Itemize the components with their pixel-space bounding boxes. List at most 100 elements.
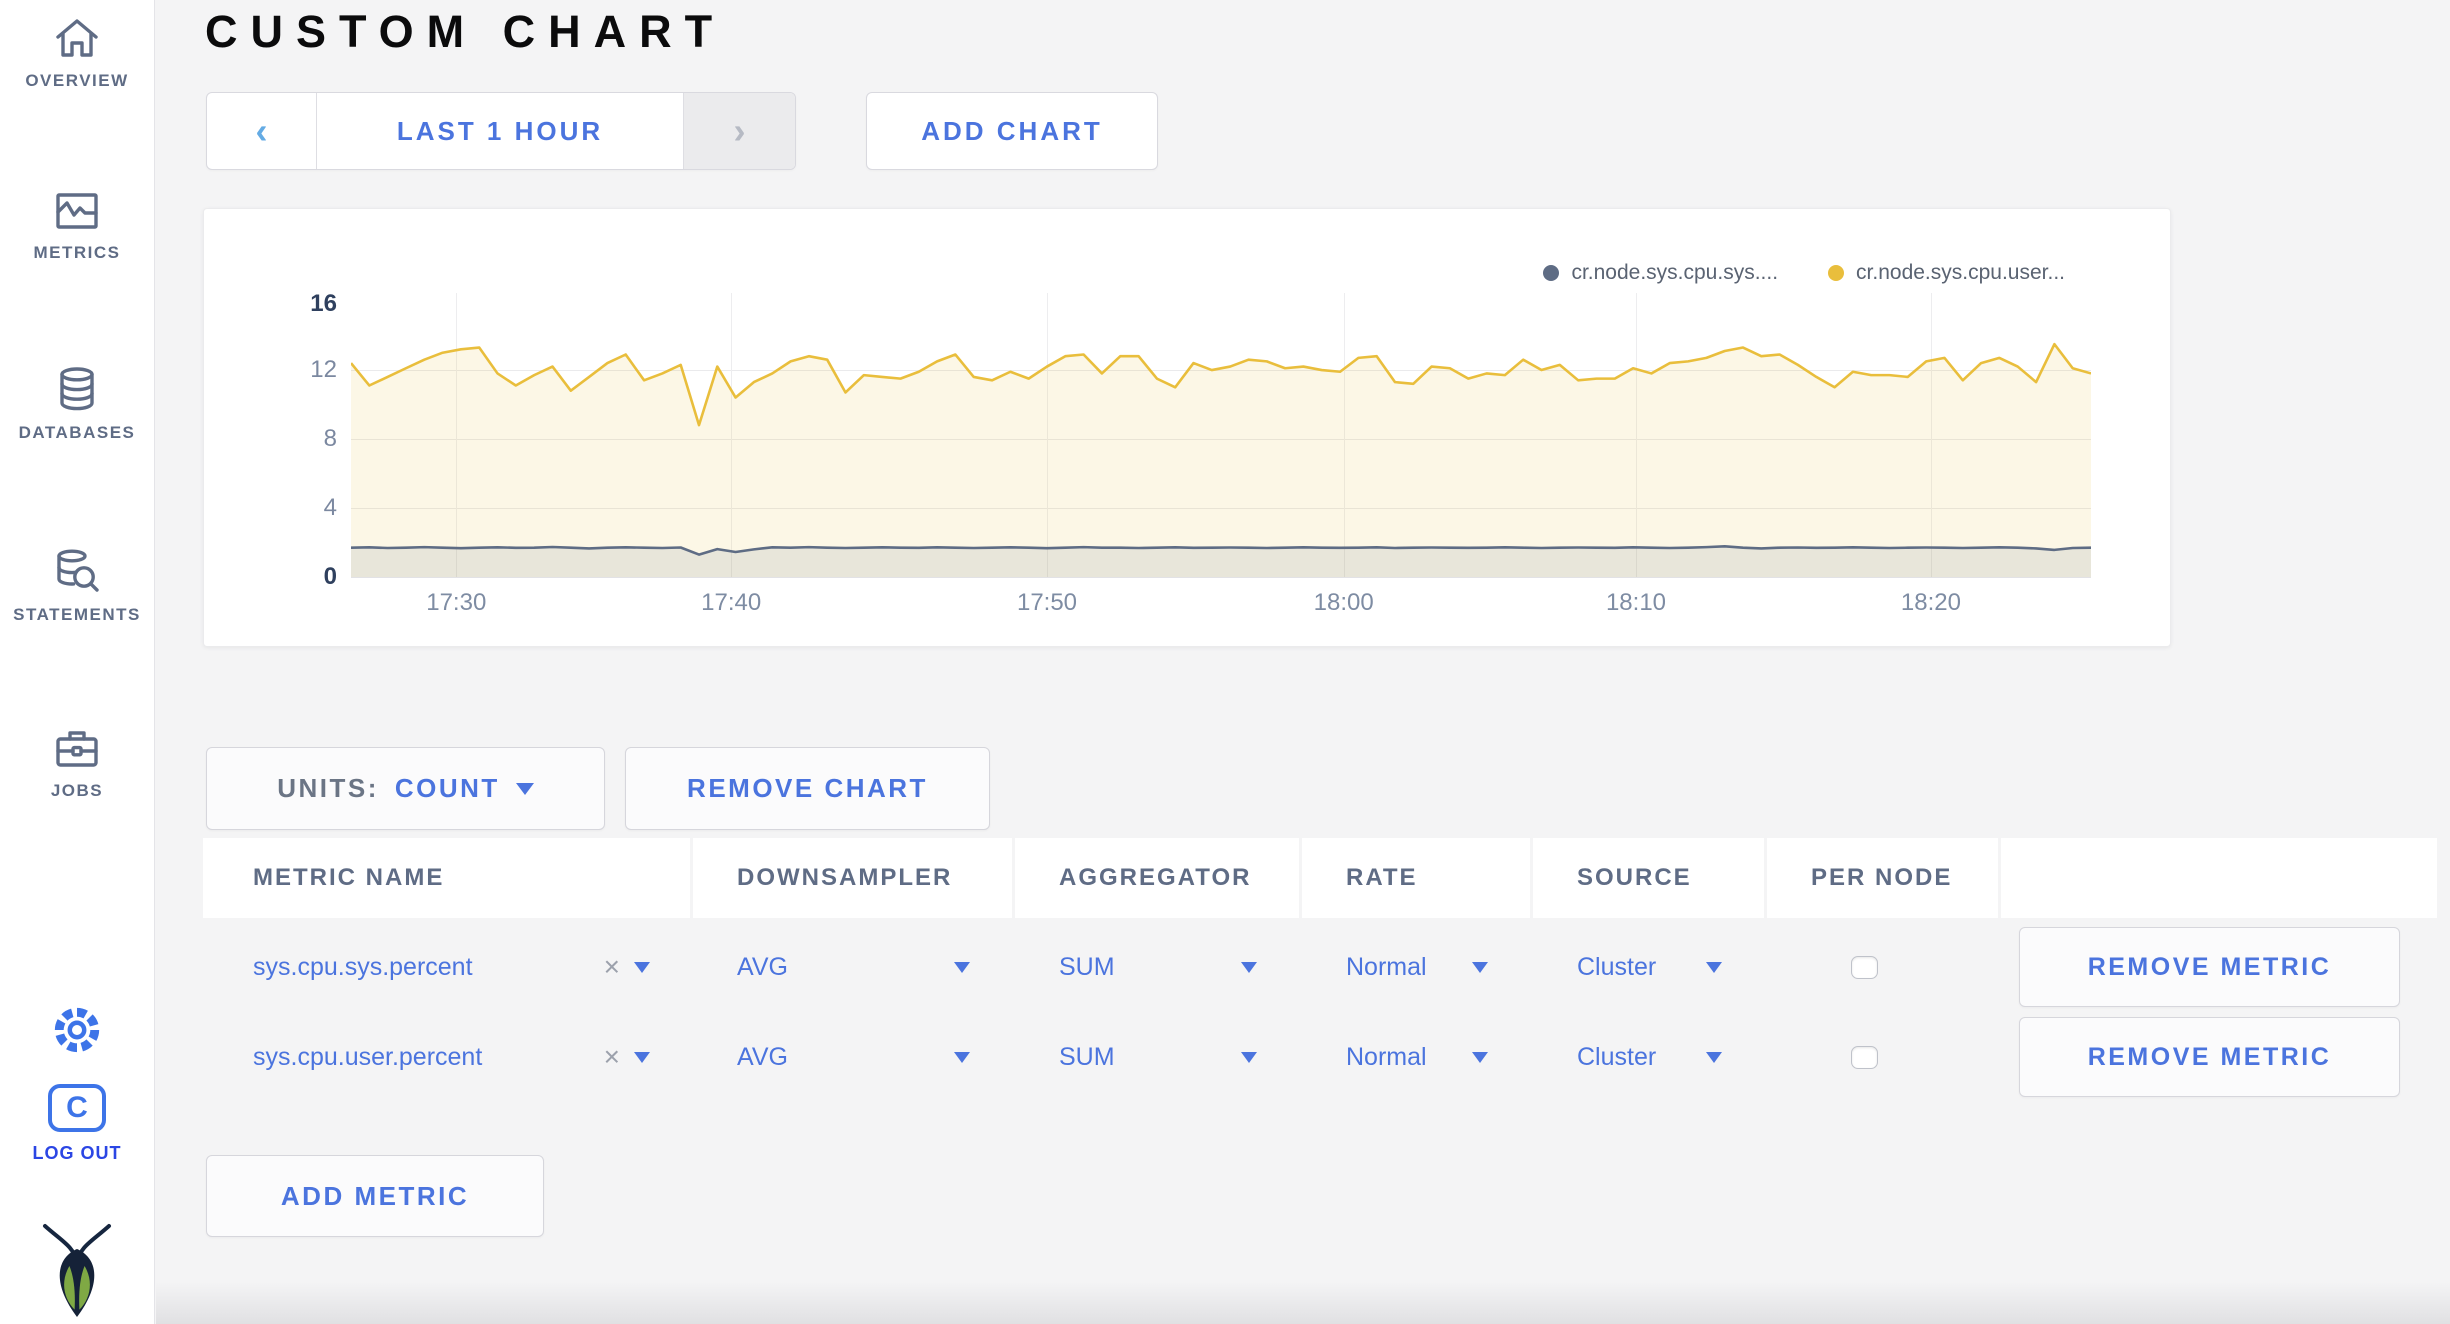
add-metric-button[interactable]: ADD METRIC <box>206 1155 544 1237</box>
cockroach-c-letter: C <box>66 1091 88 1124</box>
time-range-value[interactable]: LAST 1 HOUR <box>396 115 604 146</box>
per-node-cell <box>1767 955 1998 979</box>
table-row: sys.cpu.user.percent × AVG SUM Normal Cl… <box>203 1012 2437 1102</box>
chevron-down-icon <box>1472 1051 1488 1063</box>
x-axis-tick: 18:00 <box>1313 589 1374 616</box>
per-node-checkbox[interactable] <box>1851 1045 1878 1069</box>
sidebar-item-label: STATEMENTS <box>13 605 141 624</box>
database-icon <box>56 366 98 412</box>
downsampler-select[interactable]: AVG <box>693 1043 1012 1072</box>
time-range-prev-button[interactable]: ‹ <box>207 93 317 169</box>
clear-metric-icon[interactable]: × <box>603 1041 620 1072</box>
logout-label: LOG OUT <box>32 1143 122 1163</box>
statements-search-icon <box>53 548 101 594</box>
remove-metric-button[interactable]: REMOVE METRIC <box>2019 927 2400 1007</box>
time-series-plot[interactable]: 16 12 8 4 0 17:30 17:40 17:50 18:00 18:10 18:… <box>310 290 2091 616</box>
chevron-right-icon: › <box>733 110 746 151</box>
downsampler-value: AVG <box>737 1042 788 1071</box>
sidebar: OVERVIEW METRICS DATABASES <box>0 0 155 1324</box>
sidebar-item-overview[interactable]: OVERVIEW <box>0 16 154 91</box>
gridline <box>351 370 2091 371</box>
chevron-down-icon[interactable] <box>634 1051 650 1063</box>
logout-button[interactable]: C LOG OUT <box>0 1084 154 1164</box>
chevron-down-icon <box>515 782 534 795</box>
sidebar-item-label: DATABASES <box>18 423 136 442</box>
row-actions: REMOVE METRIC <box>2001 927 2437 1007</box>
y-axis-tick: 0 <box>323 563 337 590</box>
y-axis-tick: 12 <box>310 356 337 383</box>
column-header: METRIC NAME <box>203 838 690 918</box>
add-chart-button[interactable]: ADD CHART <box>866 92 1158 170</box>
chart-panel: cr.node.sys.cpu.sys.... cr.node.sys.cpu.… <box>203 208 2171 647</box>
downsampler-select[interactable]: AVG <box>693 953 1012 982</box>
chart-legend: cr.node.sys.cpu.sys.... cr.node.sys.cpu.… <box>1543 261 2065 285</box>
aggregator-select[interactable]: SUM <box>1015 953 1299 982</box>
sidebar-item-statements[interactable]: STATEMENTS <box>0 548 154 625</box>
chevron-down-icon <box>1241 1051 1257 1063</box>
legend-item[interactable]: cr.node.sys.cpu.sys.... <box>1543 261 1778 285</box>
cockroach-c-icon: C <box>48 1084 106 1132</box>
rate-value: Normal <box>1346 1042 1427 1071</box>
gridline <box>456 293 458 577</box>
rate-value: Normal <box>1346 952 1427 981</box>
sidebar-item-label: JOBS <box>50 781 104 800</box>
clear-metric-icon[interactable]: × <box>603 951 620 982</box>
units-dropdown[interactable]: UNITS: COUNT <box>206 747 605 830</box>
downsampler-value: AVG <box>737 952 788 981</box>
column-header: SOURCE <box>1533 838 1764 918</box>
metrics-chart-icon <box>53 190 101 232</box>
cockroach-bug-icon <box>39 1222 115 1320</box>
chevron-left-icon: ‹ <box>255 110 268 151</box>
source-value: Cluster <box>1577 1042 1657 1071</box>
gridline <box>1635 293 1637 577</box>
gridline <box>731 293 733 577</box>
time-range-next-button[interactable]: › <box>683 93 795 169</box>
metrics-table-header: METRIC NAME DOWNSAMPLER AGGREGATOR RATE … <box>203 838 2437 918</box>
source-select[interactable]: Cluster <box>1533 1043 1764 1072</box>
column-header: AGGREGATOR <box>1015 838 1299 918</box>
units-prefix-label: UNITS: <box>277 773 379 803</box>
sidebar-item-databases[interactable]: DATABASES <box>0 366 154 443</box>
per-node-cell <box>1767 1045 1998 1069</box>
column-header: PER NODE <box>1767 838 1998 918</box>
home-icon <box>53 16 101 60</box>
x-axis-tick: 18:20 <box>1900 589 1961 616</box>
aggregator-select[interactable]: SUM <box>1015 1043 1299 1072</box>
gear-icon <box>49 1002 105 1058</box>
chevron-down-icon <box>954 961 970 973</box>
metric-name: sys.cpu.sys.percent <box>253 952 473 981</box>
per-node-checkbox[interactable] <box>1851 955 1878 979</box>
legend-label: cr.node.sys.cpu.sys.... <box>1571 261 1779 284</box>
gridline <box>351 508 2091 509</box>
x-axis-tick: 17:50 <box>1016 589 1078 616</box>
sidebar-item-label: METRICS <box>33 243 121 262</box>
sidebar-item-metrics[interactable]: METRICS <box>0 190 154 263</box>
x-axis-tick: 17:40 <box>701 589 762 616</box>
column-header <box>2001 838 2437 918</box>
chevron-down-icon <box>1472 961 1488 973</box>
chevron-down-icon[interactable] <box>634 961 650 973</box>
rate-select[interactable]: Normal <box>1302 953 1530 982</box>
sidebar-item-jobs[interactable]: JOBS <box>0 728 154 801</box>
metric-name-cell[interactable]: sys.cpu.user.percent × <box>203 1043 690 1072</box>
rate-select[interactable]: Normal <box>1302 1043 1530 1072</box>
gridline <box>1343 293 1345 577</box>
remove-metric-button[interactable]: REMOVE METRIC <box>2019 1017 2400 1097</box>
legend-label: cr.node.sys.cpu.user... <box>1856 261 2065 284</box>
page-title: CUSTOM CHART <box>205 6 726 57</box>
settings-button[interactable] <box>0 1002 154 1058</box>
sidebar-item-label: OVERVIEW <box>25 71 129 90</box>
aggregator-value: SUM <box>1059 1042 1115 1071</box>
gridline <box>351 439 2091 440</box>
table-row: sys.cpu.sys.percent × AVG SUM Normal Clu… <box>203 922 2437 1012</box>
legend-item[interactable]: cr.node.sys.cpu.user... <box>1828 261 2065 285</box>
column-header: DOWNSAMPLER <box>693 838 1012 918</box>
gridline <box>1930 293 1932 577</box>
bottom-page-shadow <box>156 1282 2450 1324</box>
briefcase-icon <box>53 728 101 770</box>
source-select[interactable]: Cluster <box>1533 953 1764 982</box>
metric-name-cell[interactable]: sys.cpu.sys.percent × <box>203 953 690 982</box>
remove-chart-button[interactable]: REMOVE CHART <box>625 747 990 830</box>
aggregator-value: SUM <box>1059 952 1115 981</box>
source-value: Cluster <box>1577 952 1657 981</box>
